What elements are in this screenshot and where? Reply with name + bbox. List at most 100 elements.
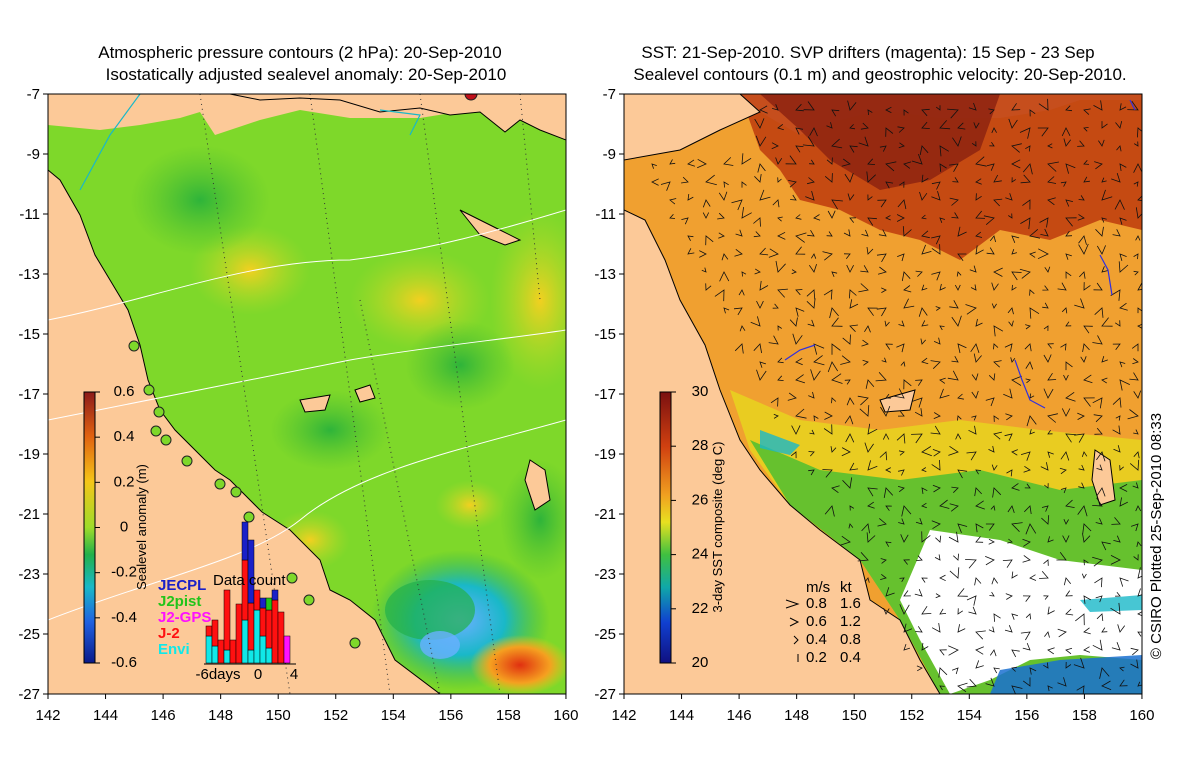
- right-new-guinea: [624, 94, 761, 161]
- right-australia-coast: [624, 209, 941, 694]
- x-tick-label: 144: [93, 707, 118, 724]
- x-tick-label: 148: [208, 707, 233, 724]
- y-tick-label: -21: [594, 506, 616, 523]
- x-tick-label: 148: [784, 707, 809, 724]
- colorbar-tick-label: 0: [120, 519, 128, 536]
- left-map: [48, 94, 566, 694]
- y-tick-label: -19: [18, 446, 40, 463]
- velocity-scale-arrow: [793, 635, 799, 645]
- y-tick-label: -7: [27, 86, 40, 103]
- colorbar-tick-label: -0.2: [111, 564, 137, 581]
- left-x-axis: 142 144 146 148 150 152 154 156 158 160: [35, 694, 578, 724]
- left-colorbar: [83, 391, 96, 664]
- y-tick-label: -27: [18, 686, 40, 703]
- x-tick-label: 156: [438, 707, 463, 724]
- tide-gauge-markers: [128, 94, 478, 649]
- y-tick-label: -23: [18, 566, 40, 583]
- left-pressure-contours: [48, 209, 566, 621]
- x-tick-label: 142: [35, 707, 60, 724]
- y-tick-label: -11: [19, 206, 40, 223]
- left-colorbar-label: Sealevel anomaly (m): [134, 464, 149, 590]
- y-tick-label: -23: [594, 566, 616, 583]
- velocity-scale-arrow: [789, 617, 800, 627]
- velocity-kt-value: 1.6: [840, 595, 861, 612]
- x-tick-label: 150: [266, 707, 291, 724]
- right-colorbar-label: 3-day SST composite (deg C): [710, 442, 725, 613]
- y-tick-label: -25: [594, 626, 616, 643]
- inset-x-label: 4: [290, 666, 298, 683]
- right-map: [624, 94, 1142, 694]
- velocity-kt-value: 1.2: [840, 613, 861, 630]
- x-tick-label: 152: [323, 707, 348, 724]
- inset-title: Data count: [213, 572, 286, 589]
- geostrophic-velocity-arrows: [651, 98, 1142, 694]
- inset-legend-entry: J-2: [158, 625, 180, 642]
- right-title-line2: Sealevel contours (0.1 m) and geostrophi…: [633, 65, 1126, 84]
- x-tick-label: 154: [957, 707, 982, 724]
- inset-x-label: 0: [254, 666, 262, 683]
- y-tick-label: -21: [18, 506, 40, 523]
- x-tick-label: 144: [669, 707, 694, 724]
- inset-legend-entry: J2-GPS: [158, 609, 211, 626]
- left-title-line2: Isostatically adjusted sealevel anomaly:…: [106, 65, 507, 84]
- velocity-ms-value: 0.4: [806, 631, 827, 648]
- colorbar-tick-label: 26: [692, 491, 709, 508]
- y-tick-label: -19: [594, 446, 616, 463]
- left-title-line1: Atmospheric pressure contours (2 hPa): 2…: [98, 43, 501, 62]
- colorbar-tick-label: 0.2: [114, 473, 135, 490]
- svp-drifter-tracks: [784, 99, 1136, 409]
- inset-legend-entry: JECPL: [158, 577, 206, 594]
- velocity-unit-ms: m/s: [806, 579, 830, 596]
- x-tick-label: 152: [899, 707, 924, 724]
- x-tick-label: 156: [1014, 707, 1039, 724]
- left-australia-coast: [48, 169, 441, 694]
- x-tick-label: 142: [611, 707, 636, 724]
- velocity-ms-value: 0.2: [806, 649, 827, 666]
- x-tick-label: 158: [496, 707, 521, 724]
- inset-x-axis: -6days 0 4: [195, 666, 298, 683]
- y-tick-label: -13: [18, 266, 40, 283]
- inset-legend-entry: J2pist: [158, 593, 201, 610]
- inset-x-label: -6days: [195, 666, 240, 683]
- colorbar-tick-label: 20: [692, 654, 709, 671]
- right-cloud-gap: [900, 530, 1142, 694]
- right-colorbar: [659, 391, 672, 664]
- x-tick-label: 146: [727, 707, 752, 724]
- left-new-guinea: [229, 94, 566, 141]
- velocity-unit-kt: kt: [840, 579, 853, 596]
- y-tick-label: -15: [594, 326, 616, 343]
- left-islands: [299, 209, 551, 511]
- x-tick-label: 160: [553, 707, 578, 724]
- velocity-ms-value: 0.8: [806, 595, 827, 612]
- colorbar-tick-label: 24: [692, 546, 709, 563]
- y-tick-label: -9: [603, 146, 616, 163]
- colorbar-tick-label: 0.6: [114, 383, 135, 400]
- right-title-line1: SST: 21-Sep-2010. SVP drifters (magenta)…: [641, 43, 1094, 62]
- x-tick-label: 154: [381, 707, 406, 724]
- right-y-axis: -7 -9 -11 -13 -15 -17 -19 -21 -23 -25 -27: [594, 86, 624, 703]
- y-tick-label: -17: [594, 386, 616, 403]
- colorbar-tick-label: -0.6: [111, 654, 137, 671]
- velocity-kt-value: 0.4: [840, 649, 861, 666]
- right-colorbar-ticks: 30 28 26 24 22 20: [671, 383, 708, 671]
- colorbar-tick-label: 0.4: [114, 428, 135, 445]
- left-y-axis: -7 -9 -11 -13 -15 -17 -19 -21 -23 -25 -27: [18, 86, 48, 703]
- colorbar-tick-label: 30: [692, 383, 709, 400]
- y-tick-label: -27: [594, 686, 616, 703]
- y-tick-label: -11: [595, 206, 616, 223]
- y-tick-label: -15: [18, 326, 40, 343]
- right-x-axis: 142 144 146 148 150 152 154 156 158 160: [611, 694, 1154, 724]
- velocity-kt-value: 0.8: [840, 631, 861, 648]
- inset-legend-entry: Envi: [158, 641, 190, 658]
- colorbar-tick-label: -0.4: [111, 609, 137, 626]
- y-tick-label: -9: [27, 146, 40, 163]
- data-count-bars: [205, 521, 291, 664]
- x-tick-label: 158: [1072, 707, 1097, 724]
- credit-text: © CSIRO Plotted 25-Sep-2010 08:33: [1148, 413, 1165, 659]
- y-tick-label: -13: [594, 266, 616, 283]
- velocity-legend: m/s kt 0.8 1.60.6 1.20.4 0.80.2 0.4: [785, 579, 861, 666]
- y-tick-label: -25: [18, 626, 40, 643]
